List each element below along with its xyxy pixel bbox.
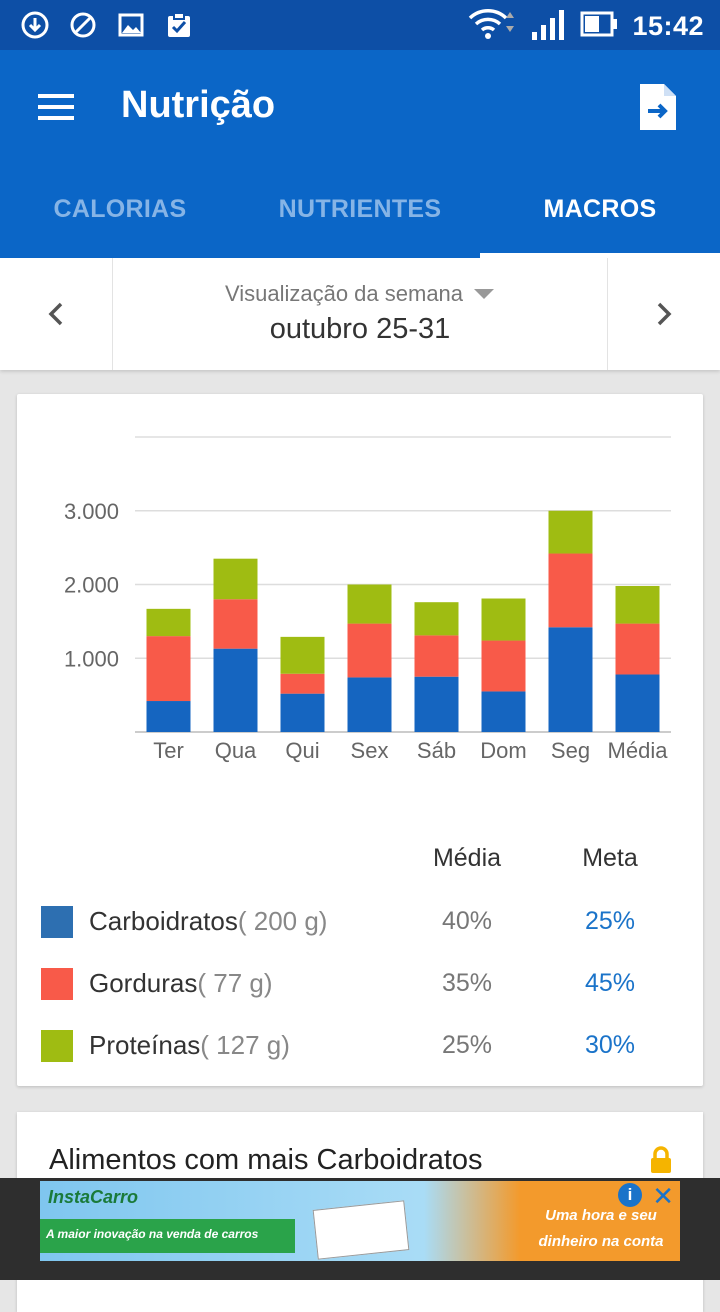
bar-proteínas-dom	[481, 598, 526, 641]
blocked-icon	[68, 10, 98, 40]
image-icon	[116, 10, 146, 40]
macros-card: 1.000 2.000 3.000 Ter Qua Qui Sex Sáb Dom Seg Médi…	[17, 394, 703, 1086]
x-tick-label: Média	[608, 738, 669, 763]
x-tick-label: Sáb	[417, 738, 456, 763]
bar-gorduras-sáb	[414, 635, 459, 677]
fat-swatch	[41, 968, 73, 1000]
status-bar: 15:42	[0, 0, 720, 50]
bar-proteínas-seg	[548, 510, 593, 554]
tab-calorias[interactable]: CALORIAS	[53, 194, 187, 223]
bar-carboidratos-qua	[213, 648, 258, 732]
ad-green-strip	[40, 1219, 295, 1253]
goal-column-header: Meta	[582, 844, 638, 872]
week-view-dropdown[interactable]: Visualização da semana outubro 25-31	[113, 258, 607, 370]
bar-gorduras-dom	[481, 640, 526, 692]
legend-row-protein[interactable]: Proteínas( 127 g) 25% 30%	[17, 1028, 703, 1068]
bar-proteínas-ter	[146, 608, 191, 637]
app-bar: Nutrição CALORIAS NUTRIENTES MACROS	[0, 50, 720, 258]
legend-name: Gorduras	[89, 968, 198, 998]
legend-name: Proteínas	[89, 1030, 201, 1060]
x-tick-label: Sex	[351, 738, 389, 763]
tab-nutrientes[interactable]: NUTRIENTES	[278, 194, 442, 223]
ad-ticket-graphic	[312, 1200, 410, 1260]
bar-carboidratos-sex	[347, 677, 392, 732]
export-file-icon[interactable]	[630, 80, 684, 139]
legend-average: 25%	[441, 1031, 493, 1059]
bar-gorduras-sex	[347, 623, 392, 678]
top-foods-title: Alimentos com mais Carboidratos	[49, 1144, 483, 1176]
bar-proteínas-sáb	[414, 602, 459, 636]
ad-banner[interactable]: InstaCarro A maior inovação na venda de …	[40, 1181, 680, 1261]
page-title: Nutrição	[121, 84, 276, 126]
bar-gorduras-qua	[213, 599, 258, 649]
x-tick-label: Ter	[153, 738, 184, 763]
ad-brand: InstaCarro	[48, 1187, 139, 1207]
y-tick-label: 3.000	[64, 499, 119, 524]
x-tick-label: Dom	[480, 738, 526, 763]
download-icon	[20, 10, 50, 40]
bar-gorduras-seg	[548, 553, 593, 628]
bar-proteínas-sex	[347, 584, 392, 624]
battery-icon	[580, 9, 618, 44]
clipboard-check-icon	[164, 10, 194, 40]
macros-stacked-bar-chart: 1.000 2.000 3.000 Ter Qua Qui Sex Sáb Dom Seg Médi…	[64, 436, 671, 763]
previous-week-button[interactable]	[0, 258, 113, 370]
tab-macros[interactable]: MACROS	[480, 160, 720, 258]
menu-icon[interactable]	[34, 90, 76, 124]
legend-grams: ( 77 g)	[197, 968, 273, 998]
lock-icon	[649, 1146, 673, 1179]
week-range: outubro 25-31	[269, 313, 451, 345]
x-tick-label: Seg	[551, 738, 590, 763]
legend-goal[interactable]: 30%	[584, 1031, 636, 1059]
status-time: 15:42	[632, 11, 704, 41]
legend-row-fat[interactable]: Gorduras( 77 g) 35% 45%	[17, 966, 703, 1006]
bar-gorduras-média	[615, 623, 660, 675]
y-tick-label: 2.000	[64, 573, 119, 598]
tab-bar: CALORIAS NUTRIENTES MACROS	[0, 160, 720, 258]
bar-carboidratos-média	[615, 674, 660, 732]
bar-carboidratos-seg	[548, 627, 593, 732]
next-week-button[interactable]	[607, 258, 720, 370]
legend-goal[interactable]: 25%	[584, 907, 636, 935]
ad-slogan: A maior inovação na venda de carros	[46, 1227, 259, 1241]
x-tick-label: Qua	[215, 738, 257, 763]
chevron-left-icon	[48, 302, 63, 326]
bar-carboidratos-ter	[146, 701, 191, 732]
legend-average: 40%	[441, 907, 493, 935]
carbs-swatch	[41, 906, 73, 938]
bar-proteínas-qua	[213, 558, 258, 600]
protein-swatch	[41, 1030, 73, 1062]
dropdown-arrow-icon	[474, 289, 495, 299]
ad-info-icon[interactable]: i	[618, 1183, 642, 1207]
legend-average: 35%	[441, 969, 493, 997]
bar-carboidratos-dom	[481, 691, 526, 732]
wifi-icon	[468, 8, 516, 45]
ad-close-icon[interactable]: ✕	[652, 1181, 674, 1211]
legend-name: Carboidratos	[89, 906, 238, 936]
signal-icon	[530, 8, 566, 45]
legend-goal[interactable]: 45%	[584, 969, 636, 997]
bar-carboidratos-qui	[280, 693, 325, 732]
legend-grams: ( 127 g)	[200, 1030, 290, 1060]
legend-grams: ( 200 g)	[237, 906, 328, 936]
week-selector: Visualização da semana outubro 25-31	[0, 258, 720, 370]
average-column-header: Média	[432, 844, 502, 872]
bar-gorduras-qui	[280, 673, 325, 694]
ad-bar: InstaCarro A maior inovação na venda de …	[0, 1178, 720, 1280]
x-tick-label: Qui	[285, 738, 319, 763]
legend-row-carbs[interactable]: Carboidratos( 200 g) 40% 25%	[17, 904, 703, 944]
ad-cta: Uma hora e seu dinheiro na conta	[538, 1207, 664, 1250]
bar-carboidratos-sáb	[414, 676, 459, 732]
week-view-label: Visualização da semana	[224, 281, 464, 306]
bar-proteínas-média	[615, 585, 660, 624]
y-tick-label: 1.000	[64, 646, 119, 671]
bar-gorduras-ter	[146, 636, 191, 702]
chevron-right-icon	[657, 302, 672, 326]
bar-proteínas-qui	[280, 636, 325, 674]
